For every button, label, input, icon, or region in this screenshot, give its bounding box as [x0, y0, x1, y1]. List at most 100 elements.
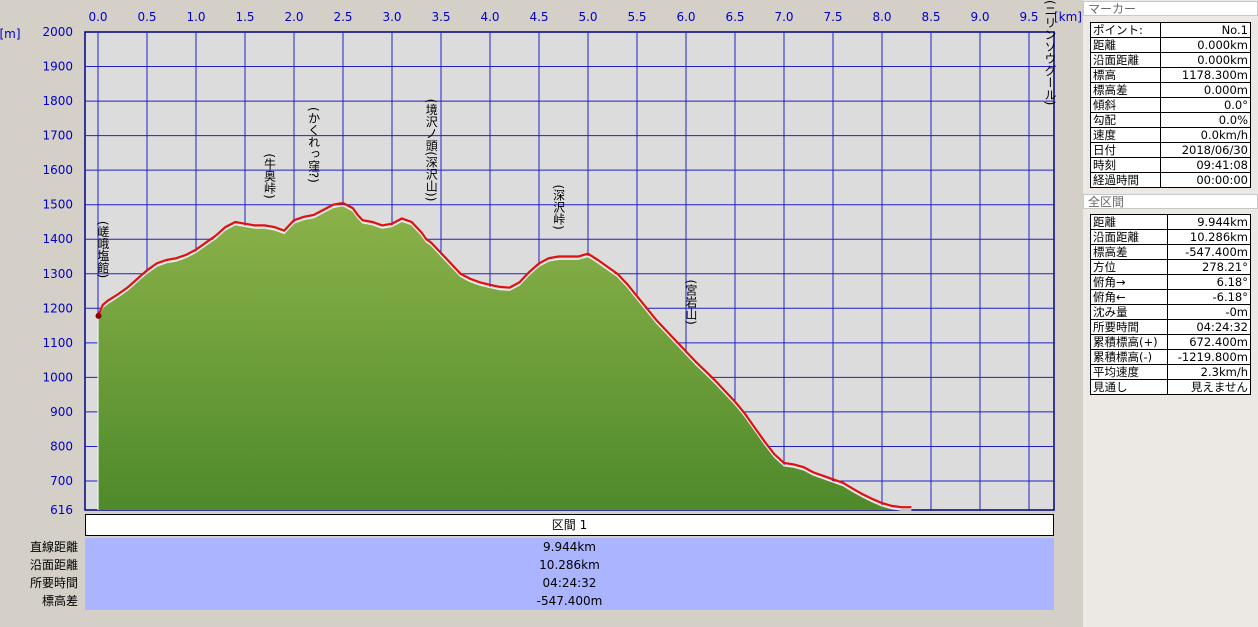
summary-value: -547.400m — [85, 592, 1054, 610]
marker-row: 沿面距離 0.000km — [1090, 52, 1252, 68]
x-tick-label: 2.0 — [284, 10, 303, 24]
section-label: 沿面距離 — [1090, 229, 1168, 245]
x-tick-label: 5.5 — [627, 10, 646, 24]
x-tick-label: 3.0 — [382, 10, 401, 24]
section-value: -1219.800m — [1166, 349, 1252, 365]
x-tick-label: 6.5 — [725, 10, 744, 24]
terrain-area — [97, 205, 912, 511]
x-tick-label: 1.0 — [186, 10, 205, 24]
section-row: 平均速度 2.3km/h — [1090, 364, 1252, 380]
y-tick-label: 1700 — [42, 129, 73, 143]
marker-section-title: マーカー — [1083, 1, 1258, 16]
section-row: 累積標高(-) -1219.800m — [1090, 349, 1252, 365]
marker-value: 0.0km/h — [1159, 127, 1252, 143]
section-row: 標高差 -547.400m — [1090, 244, 1252, 260]
y-tick-label: 1000 — [42, 370, 73, 384]
x-tick-label: 6.0 — [676, 10, 695, 24]
x-tick-label: 5.0 — [578, 10, 597, 24]
section-label: 方位 — [1090, 259, 1168, 275]
summary-label: 沿面距離 — [29, 558, 78, 572]
marker-value: 0.000km — [1159, 37, 1252, 53]
x-tick-label: 0.0 — [88, 10, 107, 24]
x-tick-label: 4.0 — [480, 10, 499, 24]
summary-row-elevation-diff: 標高差 -547.400m — [0, 592, 1082, 610]
section-row: 累積標高(+) 672.400m — [1090, 334, 1252, 350]
y-tick-label: 1200 — [42, 301, 73, 315]
marker-value: 2018/06/30 — [1159, 142, 1252, 158]
x-tick-label: 1.5 — [235, 10, 254, 24]
y-tick-label: 1600 — [42, 163, 73, 177]
marker-row: 速度 0.0km/h — [1090, 127, 1252, 143]
marker-row: 経過時間 00:00:00 — [1090, 172, 1252, 188]
section-label: 累積標高(+) — [1090, 334, 1168, 350]
section-value: 6.18° — [1166, 274, 1252, 290]
total-section-title: 全区間 — [1083, 194, 1258, 209]
x-tick-label: 8.0 — [872, 10, 891, 24]
section-value: -547.400m — [1166, 244, 1252, 260]
section-row: 所要時間 04:24:32 — [1090, 319, 1252, 335]
marker-label: 標高 — [1090, 67, 1161, 83]
section-row: 距離 9.944km — [1090, 214, 1252, 230]
summary-row-straight-distance: 直線距離 9.944km — [0, 538, 1082, 556]
y-tick-label: 616 — [50, 503, 73, 517]
section-value: 2.3km/h — [1166, 364, 1252, 380]
section-row: 俯角← -6.18° — [1090, 289, 1252, 305]
marker-value: No.1 — [1159, 22, 1252, 38]
y-tick-label: 2000 — [42, 25, 73, 39]
summary-row-surface-distance: 沿面距離 10.286km — [0, 556, 1082, 574]
marker-row: 日付 2018/06/30 — [1090, 142, 1252, 158]
track-line — [96, 201, 912, 509]
marker-value: 0.0% — [1159, 112, 1252, 128]
section-row: 見通し 見えません — [1090, 379, 1252, 395]
marker-label: 速度 — [1090, 127, 1161, 143]
section-label: 平均速度 — [1090, 364, 1168, 380]
marker-row: 傾斜 0.0° — [1090, 97, 1252, 113]
summary-value: 10.286km — [85, 556, 1054, 574]
elevation-profile-chart[interactable]: 2000 1900 1800 1700 1600 1500 1400 1300 1200 1100… — [0, 0, 1082, 627]
section-value: 見えません — [1166, 379, 1252, 395]
y-tick-label: 1900 — [42, 60, 73, 74]
marker-label: 沿面距離 — [1090, 52, 1161, 68]
waypoint-label: (かくれっ窪?) — [307, 107, 321, 183]
marker-row: 勾配 0.0% — [1090, 112, 1252, 128]
marker-label: 日付 — [1090, 142, 1161, 158]
section-row: 沈み量 -0m — [1090, 304, 1252, 320]
section-label: 俯角→ — [1090, 274, 1168, 290]
marker-value: 0.000km — [1159, 52, 1252, 68]
y-tick-label: 1300 — [42, 267, 73, 281]
x-tick-label: 3.5 — [431, 10, 450, 24]
summary-label: 所要時間 — [29, 576, 78, 590]
marker-label: 距離 — [1090, 37, 1161, 53]
x-tick-label: 7.5 — [823, 10, 842, 24]
profile-chart-area[interactable]: 2000 1900 1800 1700 1600 1500 1400 1300 1200 1100… — [0, 0, 1082, 627]
x-tick-label: 2.5 — [333, 10, 352, 24]
summary-label: 標高差 — [41, 594, 78, 608]
marker-info-table: ポイント: No.1 距離 0.000km 沿面距離 0.000km 標高 1178.300m… — [1090, 22, 1252, 188]
marker-row: 標高 1178.300m — [1090, 67, 1252, 83]
section-value: 10.286km — [1166, 229, 1252, 245]
section-value: 9.944km — [1166, 214, 1252, 230]
marker-row: 時刻 09:41:08 — [1090, 157, 1252, 173]
marker-label: 傾斜 — [1090, 97, 1161, 113]
marker-label: 標高差 — [1090, 82, 1161, 98]
x-tick-label: 8.5 — [921, 10, 940, 24]
marker-value: 0.000m — [1159, 82, 1252, 98]
x-tick-label: 0.5 — [137, 10, 156, 24]
x-unit-label: [km] — [1054, 10, 1082, 24]
section-label: 見通し — [1090, 379, 1168, 395]
waypoint-label: (ニリンソウグール) — [1043, 0, 1057, 105]
section-row: 方位 278.21° — [1090, 259, 1252, 275]
y-tick-label: 700 — [50, 474, 73, 488]
summary-value: 9.944km — [85, 538, 1054, 556]
section-value: 278.21° — [1166, 259, 1252, 275]
y-tick-label: 900 — [50, 405, 73, 419]
section-value: -0m — [1166, 304, 1252, 320]
section-label: 標高差 — [1090, 244, 1168, 260]
marker-value: 0.0° — [1159, 97, 1252, 113]
waypoint-label: (宮岩山) — [684, 279, 698, 324]
y-tick-label: 1800 — [42, 94, 73, 108]
y-unit-label: [m] — [0, 27, 21, 41]
marker-value: 1178.300m — [1159, 67, 1252, 83]
x-tick-label: 7.0 — [774, 10, 793, 24]
section-value: 04:24:32 — [1166, 319, 1252, 335]
